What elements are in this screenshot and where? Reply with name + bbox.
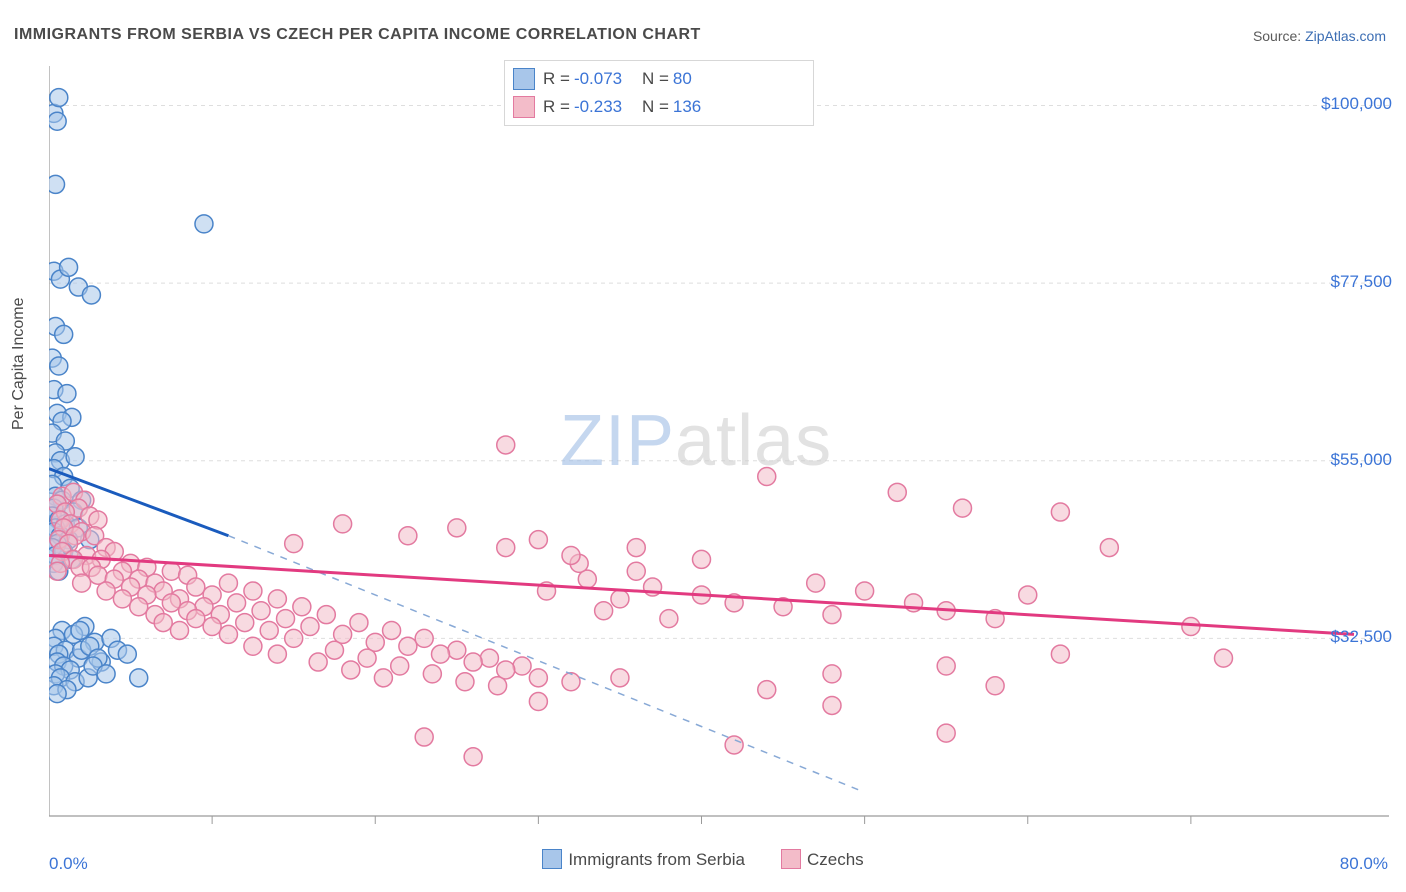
legend-swatch (781, 849, 801, 869)
source-attribution: Source: ZipAtlas.com (1253, 28, 1386, 44)
n-value: 136 (673, 97, 727, 117)
legend-bottom: Immigrants from Serbia Czechs (0, 849, 1406, 870)
n-label: N = (642, 69, 669, 89)
legend-item: Czechs (781, 849, 864, 870)
source-link[interactable]: ZipAtlas.com (1305, 28, 1386, 44)
y-tick-label: $100,000 (1321, 94, 1392, 114)
series-swatch (513, 68, 535, 90)
r-label: R = (543, 69, 570, 89)
y-tick-label: $55,000 (1331, 450, 1392, 470)
stats-row: R = -0.073 N = 80 (513, 65, 805, 93)
legend-label: Immigrants from Serbia (568, 850, 745, 869)
r-label: R = (543, 97, 570, 117)
correlation-stats-box: R = -0.073 N = 80 R = -0.233 N = 136 (504, 60, 814, 126)
y-tick-label: $32,500 (1331, 627, 1392, 647)
series-swatch (513, 96, 535, 118)
legend-swatch (542, 849, 562, 869)
source-label: Source: (1253, 28, 1305, 44)
y-axis-label: Per Capita Income (10, 297, 28, 430)
r-value: -0.233 (574, 97, 628, 117)
scatter-chart (49, 56, 1389, 836)
chart-title: IMMIGRANTS FROM SERBIA VS CZECH PER CAPI… (14, 26, 701, 44)
legend-label: Czechs (807, 850, 864, 869)
n-label: N = (642, 97, 669, 117)
n-value: 80 (673, 69, 727, 89)
r-value: -0.073 (574, 69, 628, 89)
stats-row: R = -0.233 N = 136 (513, 93, 805, 121)
legend-item: Immigrants from Serbia (542, 849, 745, 870)
y-tick-label: $77,500 (1331, 272, 1392, 292)
